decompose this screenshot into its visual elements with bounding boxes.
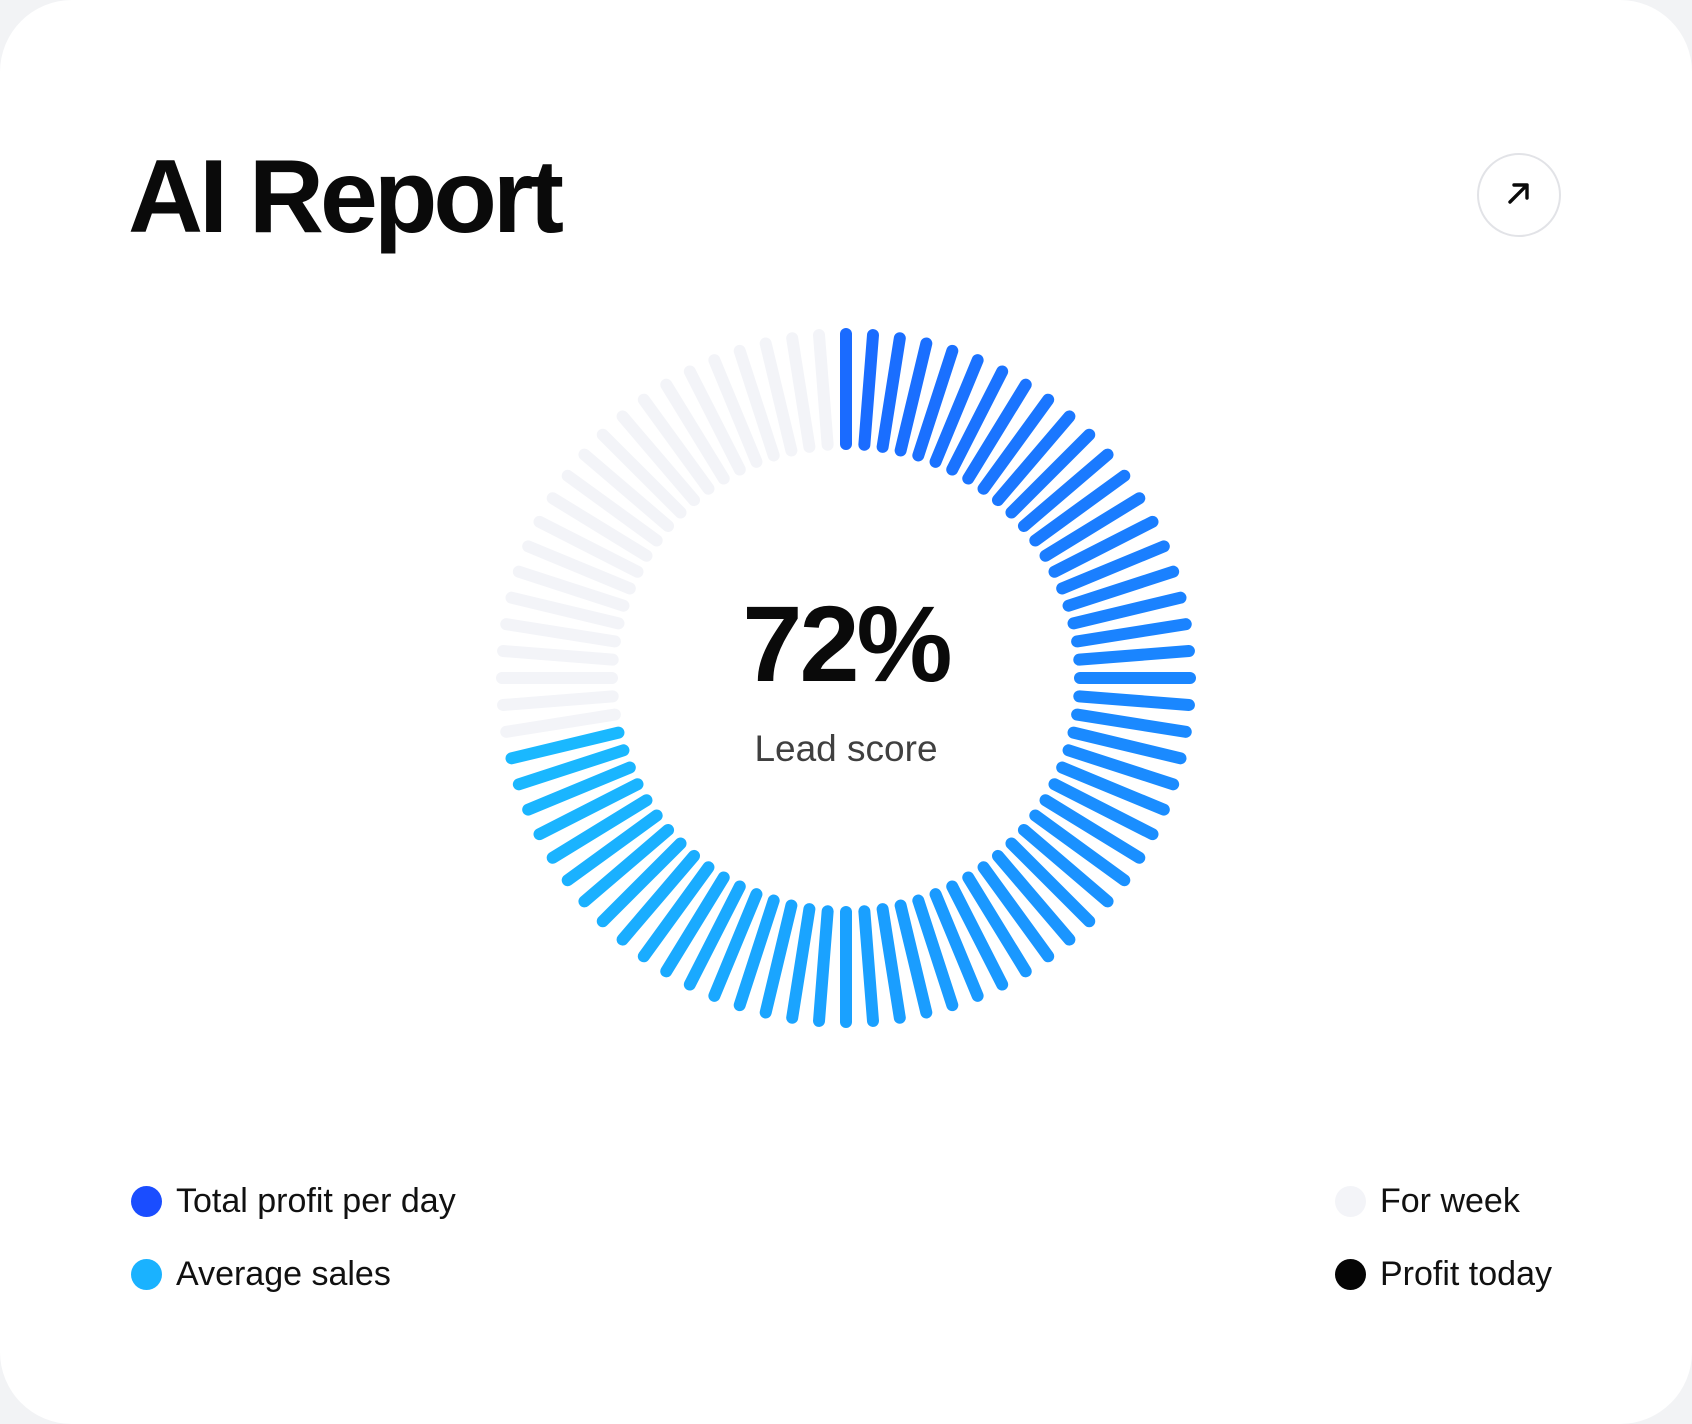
gauge-tick-active (1048, 778, 1159, 841)
gauge-tick-active (894, 899, 933, 1019)
gauge-tick-active (977, 861, 1055, 963)
gauge-tick-active (1048, 515, 1159, 578)
gauge-tick-active (946, 880, 1009, 991)
gauge-tick-active (596, 837, 687, 928)
gauge-tick-active (876, 903, 906, 1024)
gauge-tick-active (1071, 618, 1192, 648)
gauge-tick-active (733, 894, 780, 1012)
gauge-tick-track (596, 428, 687, 519)
legend-dot-for-week (1335, 1185, 1366, 1217)
gauge-tick-active (1067, 591, 1187, 630)
legend-dot-average-sales (131, 1258, 162, 1290)
gauge-tick-track (500, 708, 621, 738)
legend-label-for-week: For week (1380, 1182, 1520, 1220)
gauge-tick-active (1056, 540, 1170, 595)
legend-item-for-week: For week (1335, 1176, 1520, 1226)
gauge-tick-active (962, 378, 1032, 485)
gauge-tick-active (1071, 708, 1192, 738)
gauge-tick-track (786, 332, 816, 453)
gauge-tick-active (962, 871, 1032, 978)
legend-dot-total-profit (131, 1185, 162, 1217)
gauge-tick-track (546, 492, 653, 562)
lead-score-gauge (492, 324, 1200, 1032)
gauge-tick-active (946, 365, 1009, 476)
arrow-up-right-icon (1502, 176, 1536, 215)
legend-dot-profit-today (1335, 1258, 1366, 1290)
gauge-tick-active (546, 794, 653, 864)
gauge-tick-active (561, 809, 663, 887)
gauge-tick-active (894, 337, 933, 457)
gauge-tick-active (1073, 690, 1195, 711)
gauge-tick-track (616, 410, 701, 507)
lead-score-value: 72% (742, 583, 952, 704)
gauge-tick-active (578, 823, 675, 908)
gauge-tick-track (733, 344, 780, 462)
gauge-tick-active (991, 849, 1076, 946)
gauge-tick-active (786, 903, 816, 1024)
gauge-tick-active (1017, 823, 1114, 908)
gauge-tick-active (616, 849, 701, 946)
gauge-tick-track (497, 690, 619, 711)
gauge-tick-active (522, 761, 636, 816)
gauge-tick-active (876, 332, 906, 453)
open-report-button[interactable] (1477, 153, 1561, 237)
legend-label-profit-today: Profit today (1380, 1255, 1552, 1293)
gauge-tick-active (912, 344, 959, 462)
gauge-tick-active (533, 778, 644, 841)
gauge-tick-active (1067, 726, 1187, 765)
legend-item-total-profit: Total profit per day (131, 1176, 456, 1226)
gauge-tick-track (578, 448, 675, 533)
gauge-tick-active (1039, 492, 1146, 562)
gauge-tick-track (561, 469, 663, 547)
gauge-tick-active (912, 894, 959, 1012)
gauge-tick-active (1056, 761, 1170, 816)
gauge-tick-active (1062, 565, 1180, 612)
gauge-tick-track (683, 365, 746, 476)
gauge-tick-active (858, 905, 879, 1027)
gauge-tick-track (522, 540, 636, 595)
gauge-tick-active (1073, 645, 1195, 666)
gauge-tick-active (660, 871, 730, 978)
gauge-tick-track (512, 565, 630, 612)
gauge-tick-active (1062, 744, 1180, 791)
gauge-ticks (496, 328, 1196, 1028)
gauge-tick-active (813, 905, 834, 1027)
card-title: AI Report (128, 139, 564, 255)
gauge-tick-active (505, 726, 625, 765)
gauge-tick-track (500, 618, 621, 648)
gauge-tick-track (497, 645, 619, 666)
legend-item-average-sales: Average sales (131, 1249, 391, 1299)
gauge-tick-active (1017, 448, 1114, 533)
gauge-tick-active (637, 861, 715, 963)
gauge-tick-track (505, 591, 625, 630)
legend-item-profit-today: Profit today (1335, 1249, 1552, 1299)
gauge-tick-active (1039, 794, 1146, 864)
gauge-tick-active (929, 888, 984, 1002)
gauge-tick-active (512, 744, 630, 791)
gauge-tick-active (929, 354, 984, 468)
gauge-tick-track (813, 329, 834, 451)
gauge-tick-active (858, 329, 879, 451)
gauge-tick-track (637, 393, 715, 495)
gauge-tick-track (759, 337, 798, 457)
gauge-tick-active (1005, 837, 1096, 928)
gauge-tick-active (977, 393, 1055, 495)
gauge-tick-active (1005, 428, 1096, 519)
gauge-tick-active (683, 880, 746, 991)
legend-label-total-profit: Total profit per day (176, 1182, 456, 1220)
gauge-tick-track (708, 354, 763, 468)
gauge-tick-track (533, 515, 644, 578)
legend-label-average-sales: Average sales (176, 1255, 391, 1293)
gauge-tick-active (1029, 809, 1131, 887)
gauge-tick-active (1029, 469, 1131, 547)
lead-score-label: Lead score (754, 728, 938, 769)
gauge-tick-active (759, 899, 798, 1019)
gauge-tick-active (991, 410, 1076, 507)
gauge-tick-track (660, 378, 730, 485)
gauge-tick-active (708, 888, 763, 1002)
